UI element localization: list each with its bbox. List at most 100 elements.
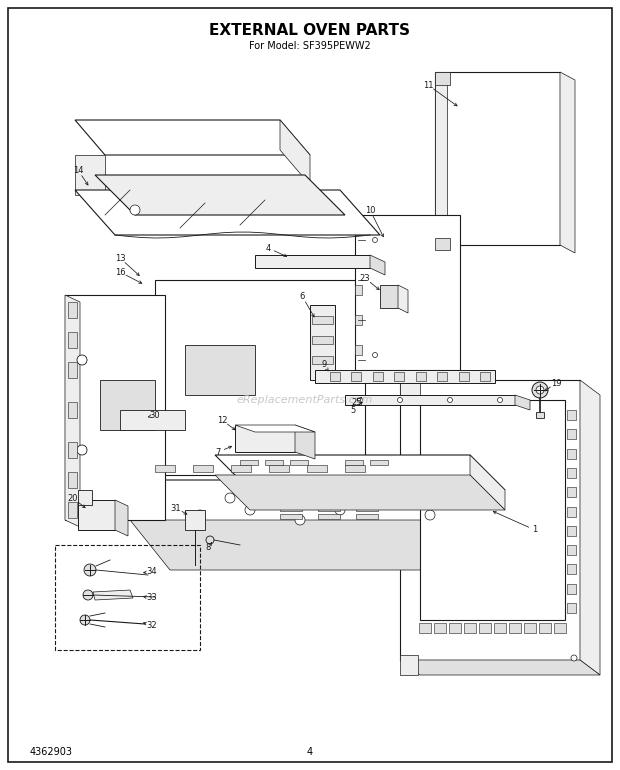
Polygon shape <box>470 455 505 510</box>
Polygon shape <box>380 285 398 308</box>
Circle shape <box>84 564 96 576</box>
Polygon shape <box>115 500 128 536</box>
Polygon shape <box>437 372 447 381</box>
Polygon shape <box>567 545 576 555</box>
Polygon shape <box>290 460 308 465</box>
Polygon shape <box>68 362 77 378</box>
Text: 20: 20 <box>68 494 78 503</box>
Polygon shape <box>515 395 530 410</box>
Polygon shape <box>345 460 363 465</box>
Polygon shape <box>494 623 506 633</box>
Text: 12: 12 <box>217 416 228 424</box>
Text: EXTERNAL OVEN PARTS: EXTERNAL OVEN PARTS <box>210 22 410 38</box>
Polygon shape <box>567 410 576 420</box>
Polygon shape <box>416 372 426 381</box>
Polygon shape <box>68 402 77 418</box>
Text: 7: 7 <box>215 447 221 457</box>
Polygon shape <box>318 506 340 511</box>
Polygon shape <box>307 465 327 472</box>
Text: 5: 5 <box>350 406 356 414</box>
Polygon shape <box>373 372 383 381</box>
Text: 23: 23 <box>360 273 370 283</box>
Polygon shape <box>255 255 370 268</box>
Polygon shape <box>560 72 575 253</box>
Polygon shape <box>567 430 576 440</box>
Text: 32: 32 <box>147 621 157 630</box>
Polygon shape <box>68 302 77 318</box>
Polygon shape <box>554 623 566 633</box>
Polygon shape <box>355 345 362 355</box>
Text: eReplacementParts.com: eReplacementParts.com <box>237 395 373 405</box>
Circle shape <box>335 505 345 515</box>
Polygon shape <box>539 623 551 633</box>
Circle shape <box>536 386 544 394</box>
Circle shape <box>397 397 402 403</box>
Polygon shape <box>75 120 310 155</box>
Circle shape <box>385 492 395 502</box>
Bar <box>55 545 200 650</box>
Polygon shape <box>400 660 600 675</box>
Polygon shape <box>567 603 576 613</box>
Circle shape <box>365 500 375 510</box>
Polygon shape <box>65 295 165 520</box>
Text: For Model: SF395PEWW2: For Model: SF395PEWW2 <box>249 41 371 51</box>
Polygon shape <box>315 370 495 383</box>
Polygon shape <box>215 455 505 490</box>
Polygon shape <box>295 425 315 459</box>
Polygon shape <box>400 655 418 675</box>
Polygon shape <box>356 506 378 511</box>
Polygon shape <box>567 526 576 536</box>
Polygon shape <box>355 255 362 265</box>
Polygon shape <box>130 520 530 570</box>
Polygon shape <box>312 356 333 364</box>
Polygon shape <box>355 285 362 295</box>
Polygon shape <box>449 623 461 633</box>
Polygon shape <box>459 372 469 381</box>
Polygon shape <box>93 590 133 600</box>
Polygon shape <box>312 316 333 324</box>
Text: 4: 4 <box>265 243 270 253</box>
Polygon shape <box>567 507 576 517</box>
Polygon shape <box>434 623 446 633</box>
Polygon shape <box>355 215 460 370</box>
Polygon shape <box>318 514 340 519</box>
Text: 33: 33 <box>146 594 157 602</box>
Text: 34: 34 <box>147 567 157 577</box>
Polygon shape <box>567 449 576 459</box>
Polygon shape <box>95 175 345 215</box>
Circle shape <box>77 355 87 365</box>
Polygon shape <box>400 380 580 660</box>
Text: 8: 8 <box>205 544 211 553</box>
Circle shape <box>77 445 87 455</box>
Polygon shape <box>155 280 365 475</box>
Polygon shape <box>68 502 77 518</box>
Circle shape <box>130 205 140 215</box>
Polygon shape <box>490 480 530 570</box>
Circle shape <box>206 536 214 544</box>
Polygon shape <box>280 506 302 511</box>
Polygon shape <box>355 315 362 325</box>
Polygon shape <box>68 332 77 348</box>
Circle shape <box>80 615 90 625</box>
Polygon shape <box>400 380 420 398</box>
Text: 4: 4 <box>307 747 313 757</box>
Polygon shape <box>312 336 333 344</box>
Polygon shape <box>215 475 505 510</box>
Polygon shape <box>235 425 315 432</box>
Text: 1: 1 <box>533 525 538 534</box>
Polygon shape <box>479 623 491 633</box>
Polygon shape <box>120 410 185 430</box>
Polygon shape <box>185 345 255 395</box>
Polygon shape <box>420 400 565 620</box>
Polygon shape <box>345 465 365 472</box>
Circle shape <box>532 382 548 398</box>
Text: 31: 31 <box>170 504 181 513</box>
Polygon shape <box>524 623 536 633</box>
Polygon shape <box>355 225 362 235</box>
Circle shape <box>83 590 93 600</box>
Polygon shape <box>330 372 340 381</box>
Polygon shape <box>240 460 258 465</box>
Polygon shape <box>567 584 576 594</box>
Polygon shape <box>580 380 600 675</box>
Polygon shape <box>509 623 521 633</box>
